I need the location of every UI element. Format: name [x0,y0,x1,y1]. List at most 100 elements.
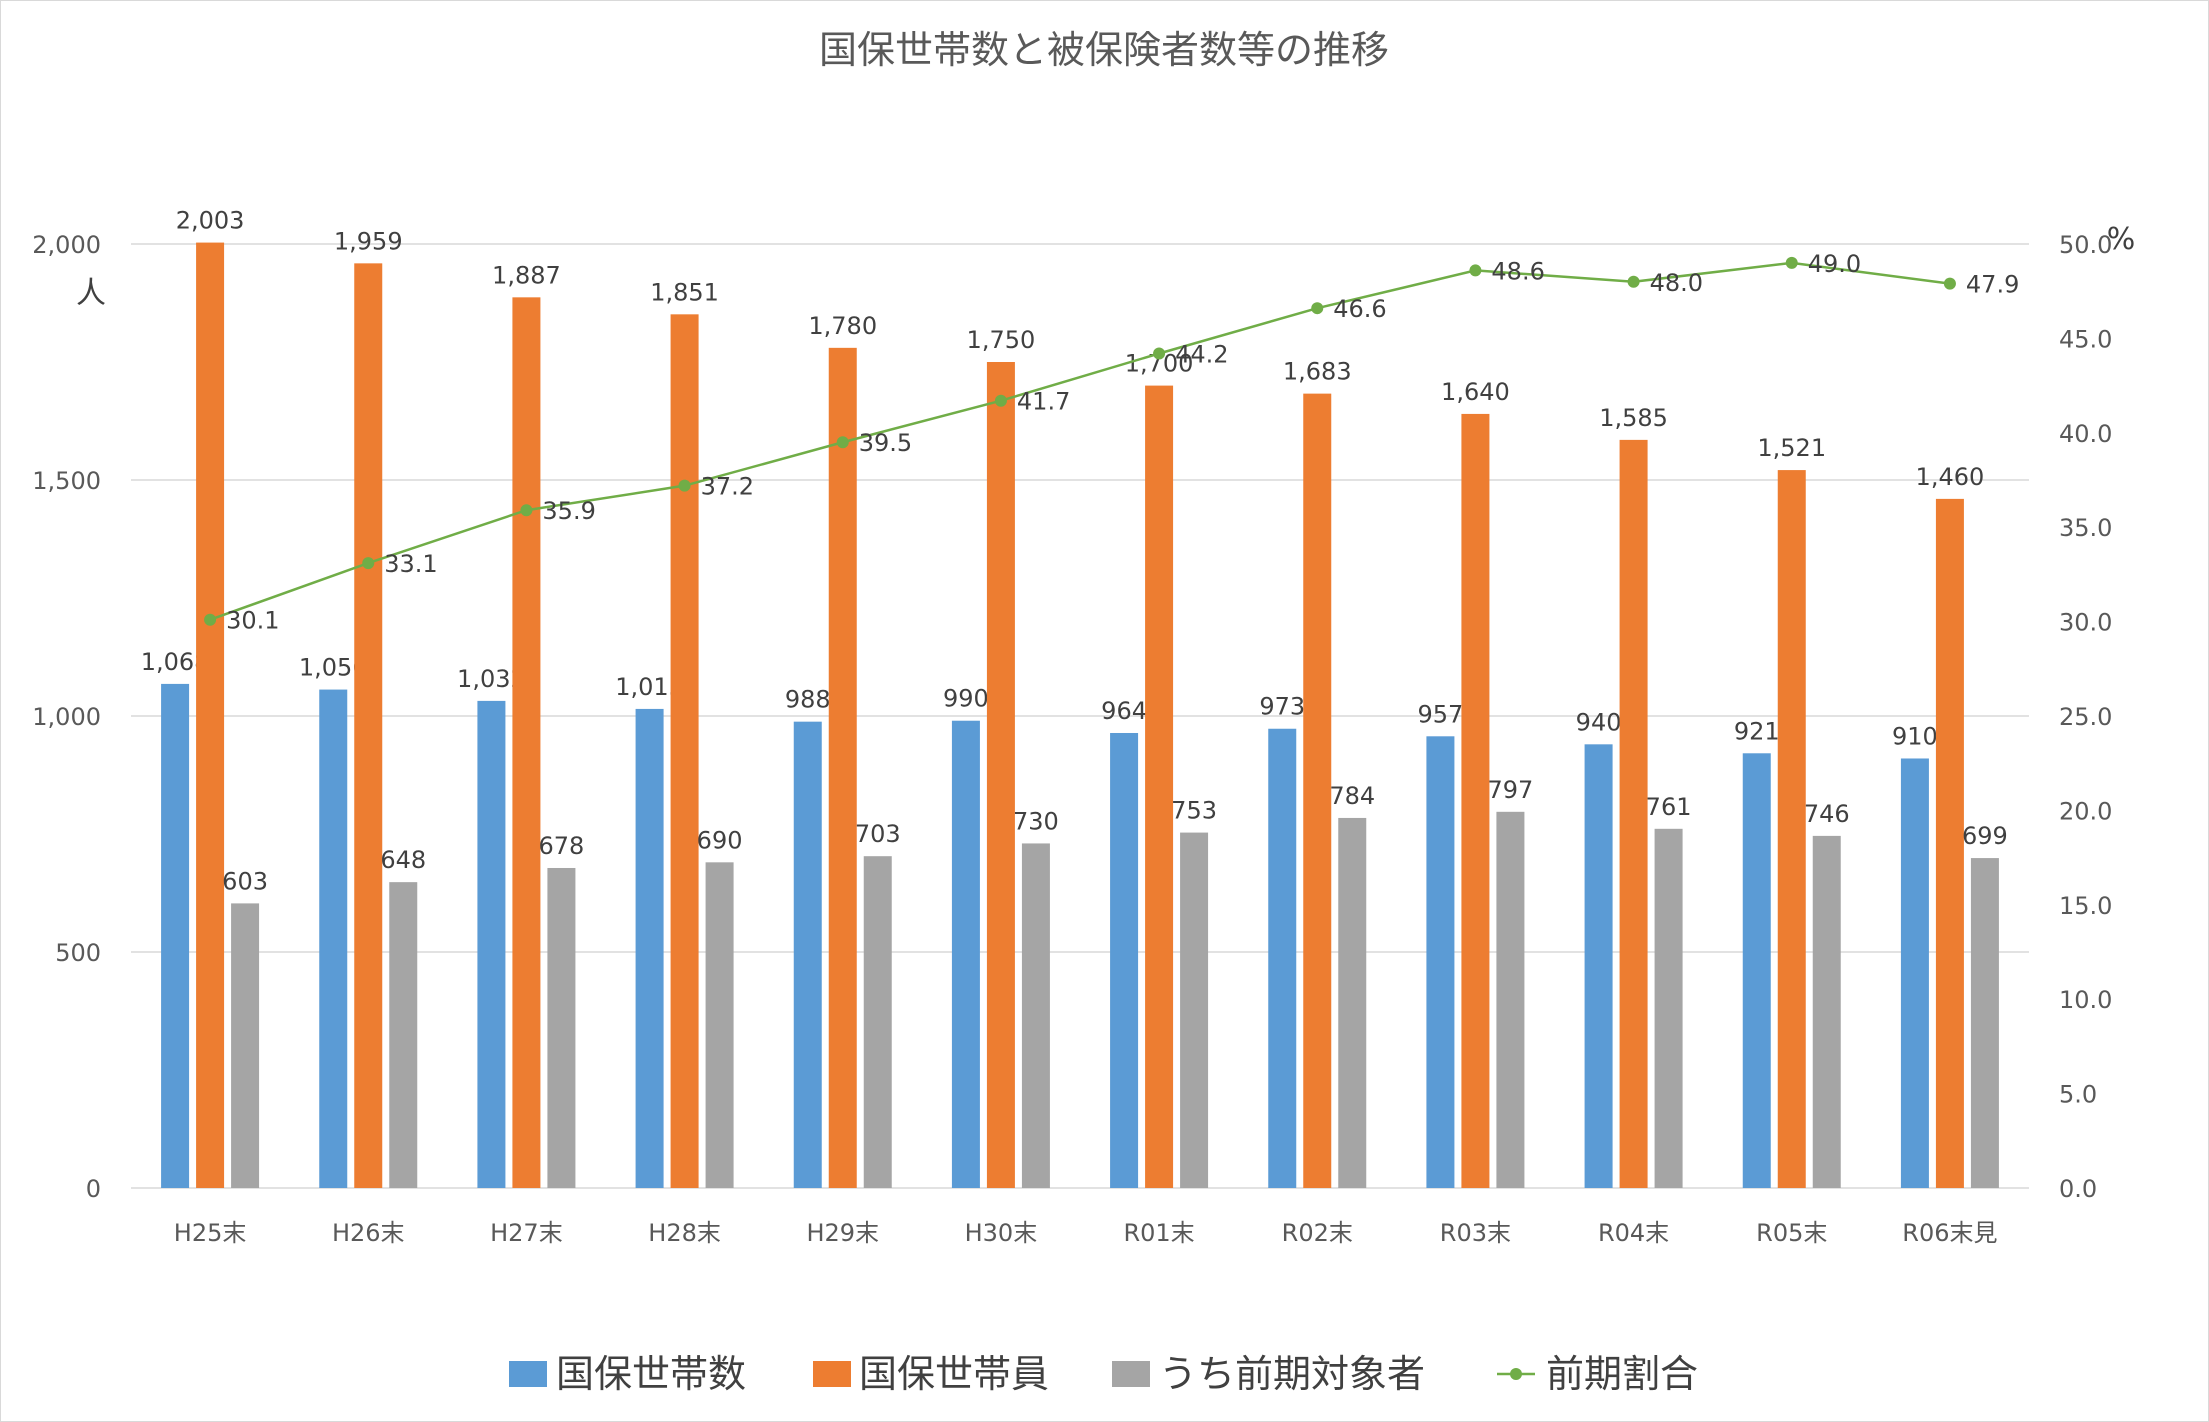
bar-data-label: 957 [1418,700,1464,728]
y-right-tick-label: 25.0 [2059,703,2112,731]
legend-swatch-marker [1510,1368,1522,1380]
y-axis-left-unit: 人 [76,276,106,311]
bar-data-label: 988 [785,686,831,714]
x-tick-label: R01末 [1123,1219,1194,1247]
y-left-tick-label: 0 [86,1175,101,1203]
bar [828,347,857,1189]
line-data-label: 48.0 [1650,269,1703,297]
line-point [1785,256,1798,269]
y-right-tick-label: 10.0 [2059,986,2112,1014]
bar-data-label: 1,521 [1757,434,1826,462]
bar [986,362,1015,1188]
line-point [362,557,375,570]
bar [670,314,699,1188]
y-axis-right-unit: % [2107,222,2136,257]
bar [1145,385,1174,1189]
bar [863,856,892,1188]
bar [1268,728,1297,1188]
bar-data-label: 784 [1329,782,1375,810]
bar [389,882,418,1188]
bar [196,242,225,1189]
bars: 1,068 1,056 1,032 1,015 988 990 964 973 957 940 92… [141,207,2008,1189]
x-tick-label: R06末見 [1902,1219,1997,1247]
x-tick-label: R05末 [1756,1219,1827,1247]
x-tick-label: R04末 [1598,1219,1669,1247]
line-point [678,479,691,492]
bar-data-label: 964 [1101,697,1147,725]
bar-data-label: 990 [943,685,989,713]
line-data-label: 35.9 [542,497,595,525]
bar-data-label: 753 [1171,797,1217,825]
line-data-label: 47.9 [1966,271,2019,299]
bar [1303,393,1332,1188]
bar [1021,843,1050,1188]
bar-data-label: 1,750 [967,326,1036,354]
line-data-label: 46.6 [1333,295,1386,323]
bar-data-label: 921 [1734,717,1780,745]
y-right-tick-label: 0.0 [2059,1175,2097,1203]
bar [354,263,383,1188]
legend-swatch [509,1361,547,1387]
line-point [1311,302,1324,315]
x-tick-label: H26末 [332,1219,405,1247]
gridlines [131,243,2029,1189]
line-point [520,504,533,517]
legend-label: 国保世帯員 [859,1352,1049,1396]
y-left-tick-label: 2,000 [32,231,101,259]
bar-data-label: 1,683 [1283,358,1352,386]
line-data-label: 44.2 [1175,341,1228,369]
bar [1654,828,1683,1188]
legend-label: 前期割合 [1546,1352,1698,1396]
line-point [1469,264,1482,277]
bar [1619,439,1648,1188]
x-tick-label: H28末 [648,1219,721,1247]
legend-swatch [813,1361,851,1387]
bar-data-label: 940 [1576,708,1622,736]
bar-data-label: 1,851 [650,278,719,306]
line-data-label: 33.1 [384,550,437,578]
bar-data-label: 1,780 [808,312,877,340]
y-axis-right: 0.0 5.0 10.0 15.0 20.0 25.0 30.0 35.0 40.0 45.0 50… [2059,231,2112,1203]
bar [1777,470,1806,1188]
bar-data-label: 703 [855,820,901,848]
bar [705,862,734,1188]
bar [951,720,980,1188]
bar-data-label: 678 [539,832,585,860]
y-right-tick-label: 40.0 [2059,420,2112,448]
line-data-label: 49.0 [1808,250,1861,278]
x-axis: H25末 H26末 H27末 H28末 H29末 H30末 R01末 R02末 R03末 R04末… [174,1219,1998,1247]
bar-data-label: 746 [1804,800,1850,828]
bar [1812,835,1841,1188]
y-right-tick-label: 15.0 [2059,892,2112,920]
bar [635,708,664,1188]
x-tick-label: H25末 [174,1219,247,1247]
bar [1496,811,1525,1188]
x-tick-label: H27末 [490,1219,563,1247]
bar [512,297,541,1188]
x-tick-label: R03末 [1440,1219,1511,1247]
bar-data-label: 1,959 [334,227,403,255]
y-left-tick-label: 1,500 [32,467,101,495]
bar [1110,732,1139,1188]
x-tick-label: H30末 [965,1219,1038,1247]
bar-data-label: 1,887 [492,261,561,289]
bar-data-label: 761 [1646,793,1692,821]
line-point [1943,277,1956,290]
bar [547,867,576,1188]
bar [1426,736,1455,1188]
bar [793,721,822,1188]
y-right-tick-label: 35.0 [2059,514,2112,542]
y-right-tick-label: 20.0 [2059,797,2112,825]
line-point [1627,275,1640,288]
bar-data-label: 603 [222,867,268,895]
y-left-tick-label: 1,000 [32,703,101,731]
chart-title: 国保世帯数と被保険者数等の推移 [819,28,1389,72]
line-point [836,436,849,449]
line-series: 30.1 33.1 35.9 37.2 39.5 41.7 44.2 46.6 48.6 48.0… [204,250,2019,635]
bar [231,903,260,1188]
bar [1970,858,1999,1188]
y-left-tick-label: 500 [55,939,101,967]
y-right-tick-label: 50.0 [2059,231,2112,259]
legend-label: 国保世帯数 [556,1352,746,1396]
